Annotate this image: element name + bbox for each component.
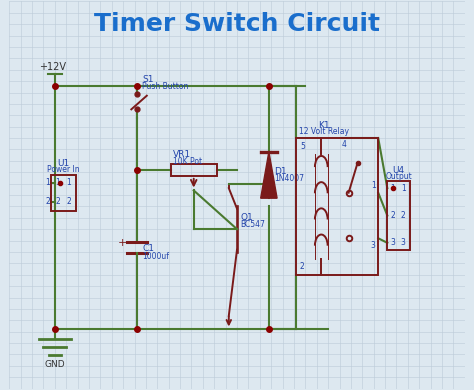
Text: Power In: Power In xyxy=(47,165,80,174)
Text: 1: 1 xyxy=(371,181,375,190)
Text: K1: K1 xyxy=(318,121,329,130)
Text: 2: 2 xyxy=(391,211,395,220)
Bar xyxy=(51,174,76,211)
Text: 3: 3 xyxy=(391,238,395,247)
Bar xyxy=(296,138,378,275)
Text: U1: U1 xyxy=(57,159,70,168)
Bar xyxy=(171,164,217,176)
Polygon shape xyxy=(261,152,277,198)
Text: D1: D1 xyxy=(274,167,287,176)
Text: 2: 2 xyxy=(401,211,406,220)
Text: 1: 1 xyxy=(391,184,395,193)
Text: C1: C1 xyxy=(142,244,154,253)
Text: +12V: +12V xyxy=(39,62,66,73)
Text: VR1: VR1 xyxy=(173,150,191,159)
Text: 1: 1 xyxy=(66,178,71,187)
Bar xyxy=(387,181,410,250)
Text: 10K Pot: 10K Pot xyxy=(173,156,202,166)
Text: 1000uf: 1000uf xyxy=(142,252,169,261)
Text: BC547: BC547 xyxy=(241,220,265,229)
Text: 5: 5 xyxy=(300,142,305,151)
Text: 2: 2 xyxy=(45,197,50,206)
Text: 2: 2 xyxy=(55,197,60,206)
Text: Timer Switch Circuit: Timer Switch Circuit xyxy=(94,12,380,36)
Text: S1: S1 xyxy=(142,75,154,84)
Text: 1: 1 xyxy=(45,178,50,187)
Text: GND: GND xyxy=(45,360,65,369)
Text: +: + xyxy=(118,238,127,248)
Text: 4: 4 xyxy=(342,140,346,149)
Text: U4: U4 xyxy=(392,166,405,175)
Text: 3: 3 xyxy=(371,241,375,250)
Text: Push Button: Push Button xyxy=(142,82,189,91)
Text: Q1: Q1 xyxy=(241,213,254,222)
Text: 2: 2 xyxy=(300,262,305,271)
Text: 2: 2 xyxy=(66,197,71,206)
Text: 1: 1 xyxy=(401,184,406,193)
Text: Output: Output xyxy=(385,172,412,181)
Text: 1: 1 xyxy=(55,178,60,187)
Text: 3: 3 xyxy=(401,238,406,247)
Text: 1N4007: 1N4007 xyxy=(274,174,304,183)
Text: 12 Volt Relay: 12 Volt Relay xyxy=(299,128,348,136)
